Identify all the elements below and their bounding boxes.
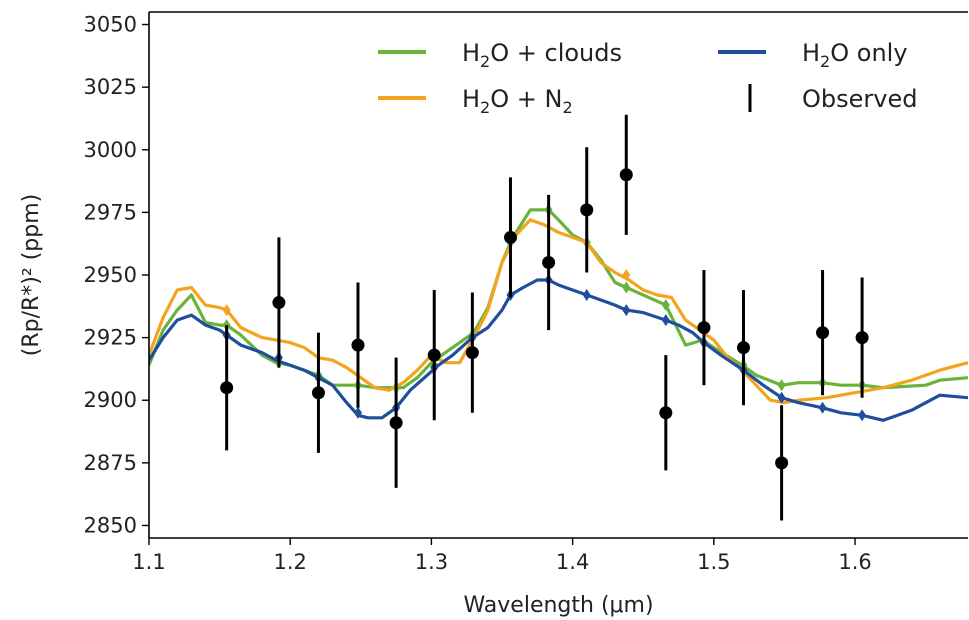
series-marker-only bbox=[777, 391, 786, 404]
observed-point bbox=[619, 168, 633, 182]
series-marker-only bbox=[661, 314, 670, 327]
series-marker-clouds bbox=[777, 379, 786, 392]
series-line-clouds bbox=[149, 208, 968, 390]
observed-point bbox=[855, 331, 869, 345]
series-marker-n2 bbox=[222, 304, 231, 317]
observed-point bbox=[465, 346, 479, 360]
observed-point bbox=[736, 341, 750, 355]
y-tick-label: 2875 bbox=[84, 451, 137, 475]
series-marker-n2 bbox=[622, 269, 631, 281]
x-axis-label: Wavelength (μm) bbox=[463, 593, 653, 618]
observed-point bbox=[659, 406, 673, 420]
x-tick-label: 1.5 bbox=[697, 550, 730, 574]
series-line-n2 bbox=[149, 218, 968, 405]
y-axis-label: (Rp/R*)² (ppm) bbox=[19, 194, 44, 356]
observed-layer bbox=[220, 114, 869, 521]
observed-point bbox=[311, 386, 325, 400]
series-marker-only bbox=[818, 401, 827, 414]
series-marker-only bbox=[858, 409, 867, 422]
legend-label: H2O only bbox=[802, 39, 908, 71]
series-marker-only bbox=[622, 304, 631, 317]
series-layer bbox=[149, 203, 968, 422]
x-tick-label: 1.3 bbox=[415, 550, 448, 574]
x-tick-label: 1.2 bbox=[274, 550, 307, 574]
series-line-only bbox=[149, 278, 968, 422]
observed-point bbox=[580, 203, 594, 217]
observed-point bbox=[816, 326, 830, 340]
series-marker-only bbox=[353, 406, 362, 419]
x-tick-label: 1.1 bbox=[132, 550, 165, 574]
legend-label: H2O + N2 bbox=[462, 85, 573, 117]
y-tick-label: 2975 bbox=[84, 200, 137, 224]
y-tick-label: 3050 bbox=[84, 13, 137, 37]
observed-point bbox=[389, 416, 403, 430]
series-marker-only bbox=[582, 289, 591, 302]
observed-point bbox=[775, 456, 789, 470]
x-tick-label: 1.6 bbox=[838, 550, 871, 574]
series-marker-clouds bbox=[622, 281, 631, 294]
observed-point bbox=[220, 381, 234, 395]
y-tick-label: 2850 bbox=[84, 513, 137, 537]
y-tick-label: 3025 bbox=[84, 75, 137, 99]
x-tick-label: 1.4 bbox=[556, 550, 589, 574]
y-tick-label: 2950 bbox=[84, 263, 137, 287]
observed-point bbox=[503, 230, 517, 244]
y-tick-label: 2925 bbox=[84, 326, 137, 350]
observed-point bbox=[697, 321, 711, 335]
y-tick-label: 3000 bbox=[84, 138, 137, 162]
observed-point bbox=[542, 255, 556, 269]
legend: H2O + clouds H2O only H2O + N2 Observed bbox=[378, 39, 917, 117]
observed-point bbox=[351, 338, 365, 352]
y-tick-label: 2900 bbox=[84, 388, 137, 412]
series-marker-clouds bbox=[661, 299, 670, 312]
observed-point bbox=[427, 348, 441, 362]
observed-point bbox=[272, 296, 286, 310]
legend-label: Observed bbox=[802, 85, 917, 113]
axes: 2850 2875 2900 2925 2950 2975 3000 3025 3050 1.1 1… bbox=[84, 11, 968, 574]
legend-label: H2O + clouds bbox=[462, 39, 622, 71]
